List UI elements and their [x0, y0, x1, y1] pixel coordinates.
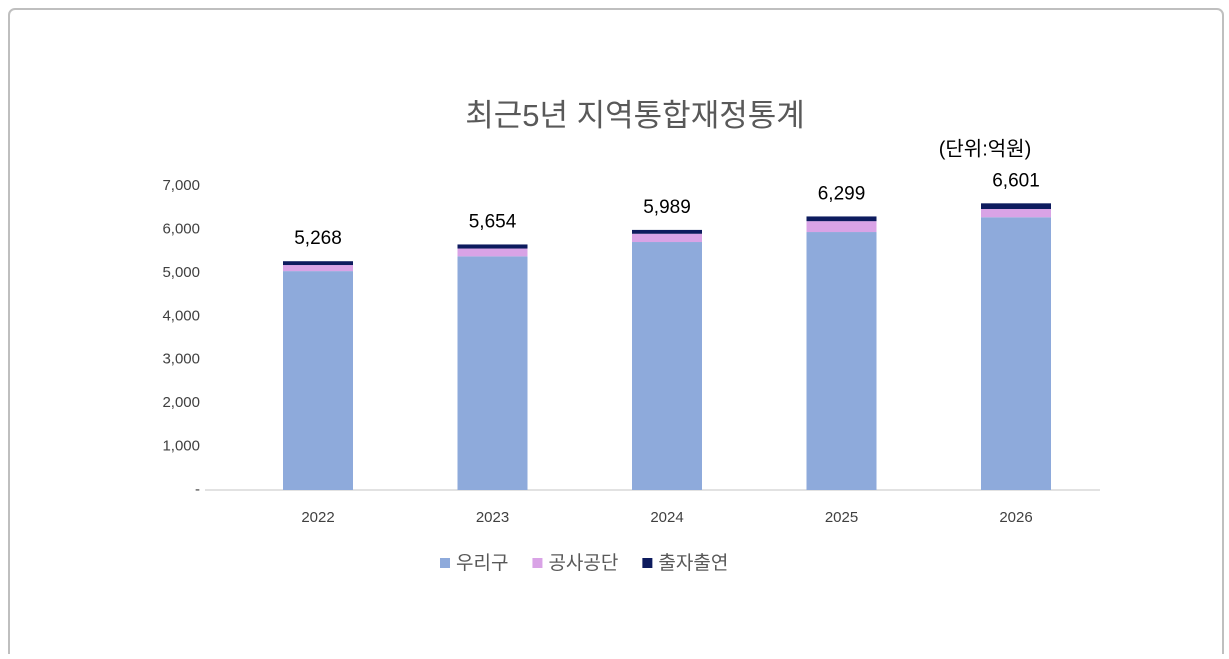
chart-title: 최근5년 지역통합재정통계: [465, 98, 805, 133]
total-label: 5,268: [294, 228, 342, 249]
legend-swatch: [642, 558, 653, 568]
total-label: 6,601: [992, 170, 1040, 191]
bar-segment: [981, 203, 1051, 210]
y-tick-label: 2,000: [162, 394, 200, 411]
bar-segment: [283, 265, 353, 272]
bar-segment: [457, 256, 528, 490]
bar-segment: [283, 261, 353, 266]
bar-segment: [806, 216, 877, 222]
unit-note: (단위:억원): [939, 137, 1031, 160]
y-tick-label: 7,000: [162, 177, 200, 194]
total-label: 6,299: [818, 183, 866, 204]
bar-segment: [457, 248, 528, 257]
legend-swatch: [440, 558, 450, 568]
x-tick-label: 2022: [301, 509, 334, 526]
x-tick-label: 2025: [825, 509, 858, 526]
legend-label: 출자출연: [658, 552, 728, 574]
y-tick-label: 3,000: [162, 351, 200, 368]
bar-segment: [981, 217, 1051, 491]
bar-segment: [457, 244, 528, 249]
x-tick-label: 2023: [476, 509, 509, 526]
total-label: 5,989: [643, 197, 691, 218]
legend-label: 공사공단: [548, 552, 618, 574]
y-tick-label: -: [195, 481, 200, 498]
bar-segment: [632, 242, 702, 490]
bar-segment: [283, 271, 353, 490]
legend-label: 우리구: [456, 552, 508, 574]
chart-frame: [8, 8, 1224, 659]
x-tick-label: 2026: [999, 509, 1032, 526]
y-tick-label: 1,000: [162, 438, 200, 455]
y-tick-label: 6,000: [162, 220, 200, 237]
bar-segment: [632, 229, 702, 234]
y-tick-label: 5,000: [162, 264, 200, 281]
legend-swatch: [532, 558, 543, 568]
x-tick-label: 2024: [650, 509, 683, 526]
bar-segment: [981, 209, 1051, 218]
bar-segment: [632, 233, 702, 243]
bar-segment: [806, 221, 877, 233]
total-label: 5,654: [469, 211, 517, 232]
bar-segment: [806, 232, 877, 490]
y-tick-label: 4,000: [162, 307, 200, 324]
